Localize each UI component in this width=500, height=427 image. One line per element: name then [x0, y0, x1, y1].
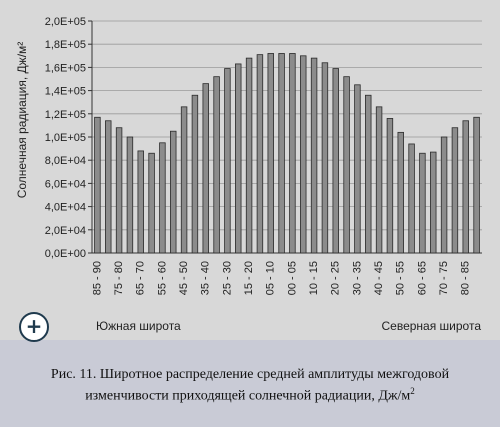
bar-30-35 — [354, 84, 361, 254]
y-tick-label: 1,4E+05 — [45, 86, 86, 98]
bar-75-80 — [451, 127, 459, 254]
x-tick-label: 50 - 55 — [395, 261, 407, 295]
x-axis-label-south: Южная широта — [96, 319, 181, 333]
bar-50-55 — [170, 130, 177, 254]
x-tick-label: 10 - 15 — [308, 261, 320, 295]
bar-05-10 — [267, 53, 274, 254]
caption-line-2: изменчивости приходящей солнечной радиац… — [85, 386, 415, 404]
bar-85-90 — [473, 116, 480, 254]
plus-icon: + — [25, 314, 43, 338]
y-tick-label: 6,0E+04 — [45, 178, 86, 190]
bars — [94, 53, 480, 254]
x-tick-label: 35 - 40 — [200, 261, 212, 295]
bar-15-20 — [321, 62, 329, 254]
bar-85-90 — [94, 116, 101, 254]
bar-30-35 — [213, 76, 220, 254]
bar-05-10 — [300, 55, 307, 254]
y-tick-label: 1,0E+05 — [45, 132, 86, 144]
bar-25-30 — [343, 76, 350, 254]
x-tick-label: 15 - 20 — [243, 261, 255, 295]
x-tick-label: 65 - 70 — [135, 261, 147, 295]
bar-20-25 — [332, 68, 339, 254]
y-tick-label: 8,0E+04 — [45, 155, 86, 167]
y-tick-labels: 0,0E+00 2,0E+04 4,0E+04 6,0E+04 8,0E+04 1,0E+… — [45, 16, 86, 260]
bar-45-50 — [386, 118, 394, 254]
bar-00-05 — [289, 53, 296, 254]
figure-panel: 0,0E+00 2,0E+04 4,0E+04 6,0E+04 8,0E+04 1,0E+… — [0, 0, 500, 340]
x-tick-label: 05 - 10 — [265, 261, 277, 295]
bar-40-45 — [191, 94, 199, 254]
bar-35-40 — [365, 94, 372, 254]
x-tick-labels: 85 - 90 75 - 80 65 - 70 55 - 60 45 - 50 35 - … — [91, 261, 471, 295]
bar-25-30 — [224, 68, 231, 254]
y-tick-label: 1,6E+05 — [45, 62, 86, 74]
y-tick-label: 0,0E+00 — [45, 248, 86, 260]
x-tick-label: 25 - 30 — [221, 261, 233, 295]
y-tick-label: 2,0E+05 — [45, 16, 86, 28]
x-tick-label: 75 - 80 — [113, 261, 125, 295]
axes — [91, 21, 482, 254]
bar-15-20 — [245, 57, 253, 254]
bar-00-05 — [278, 53, 285, 254]
bar-70-75 — [440, 136, 448, 254]
bar-chart: 0,0E+00 2,0E+04 4,0E+04 6,0E+04 8,0E+04 1,0E+… — [15, 16, 482, 333]
x-tick-label: 60 - 65 — [416, 261, 428, 295]
bar-70-75 — [126, 136, 134, 254]
x-tick-label: 30 - 35 — [351, 261, 363, 295]
x-tick-label: 45 - 50 — [178, 261, 190, 295]
y-axis-label: Солнечная радиация, Дж/м² — [15, 42, 29, 199]
x-tick-label: 20 - 25 — [330, 261, 342, 295]
x-axis-label-north: Северная широта — [381, 319, 481, 333]
bar-55-60 — [408, 143, 415, 254]
y-tick-label: 1,8E+05 — [45, 39, 86, 51]
x-tick-label: 40 - 45 — [373, 261, 385, 295]
figure-caption: Рис. 11. Широтное распределение средней … — [0, 366, 500, 405]
bar-60-65 — [148, 152, 155, 254]
bar-10-15 — [256, 54, 264, 254]
x-tick-label: 70 - 75 — [438, 261, 450, 295]
bar-40-45 — [375, 106, 383, 254]
bar-75-80 — [115, 127, 123, 254]
y-tick-label: 4,0E+04 — [45, 202, 86, 214]
x-tick-label: 55 - 60 — [156, 261, 168, 295]
grid-lines — [88, 20, 482, 254]
caption-line-1: Рис. 11. Широтное распределение средней … — [50, 367, 450, 382]
bar-60-65 — [419, 152, 426, 254]
bar-20-25 — [235, 63, 242, 254]
bar-80-85 — [462, 120, 469, 254]
x-tick-label: 80 - 85 — [460, 261, 472, 295]
y-tick-label: 2,0E+04 — [45, 225, 86, 237]
bar-65-70 — [137, 150, 144, 254]
zoom-in-button[interactable]: + — [19, 312, 49, 342]
caption-superscript: 2 — [410, 386, 415, 396]
bar-10-15 — [310, 57, 318, 254]
x-tick-label: 85 - 90 — [91, 261, 103, 295]
x-tick-label: 00 - 05 — [286, 261, 298, 295]
bar-35-40 — [202, 83, 209, 254]
bar-80-85 — [105, 120, 112, 254]
bar-45-50 — [180, 106, 188, 254]
bar-55-60 — [159, 142, 166, 254]
y-tick-label: 1,2E+05 — [45, 109, 86, 121]
bar-65-70 — [430, 151, 437, 254]
bar-50-55 — [397, 131, 404, 254]
